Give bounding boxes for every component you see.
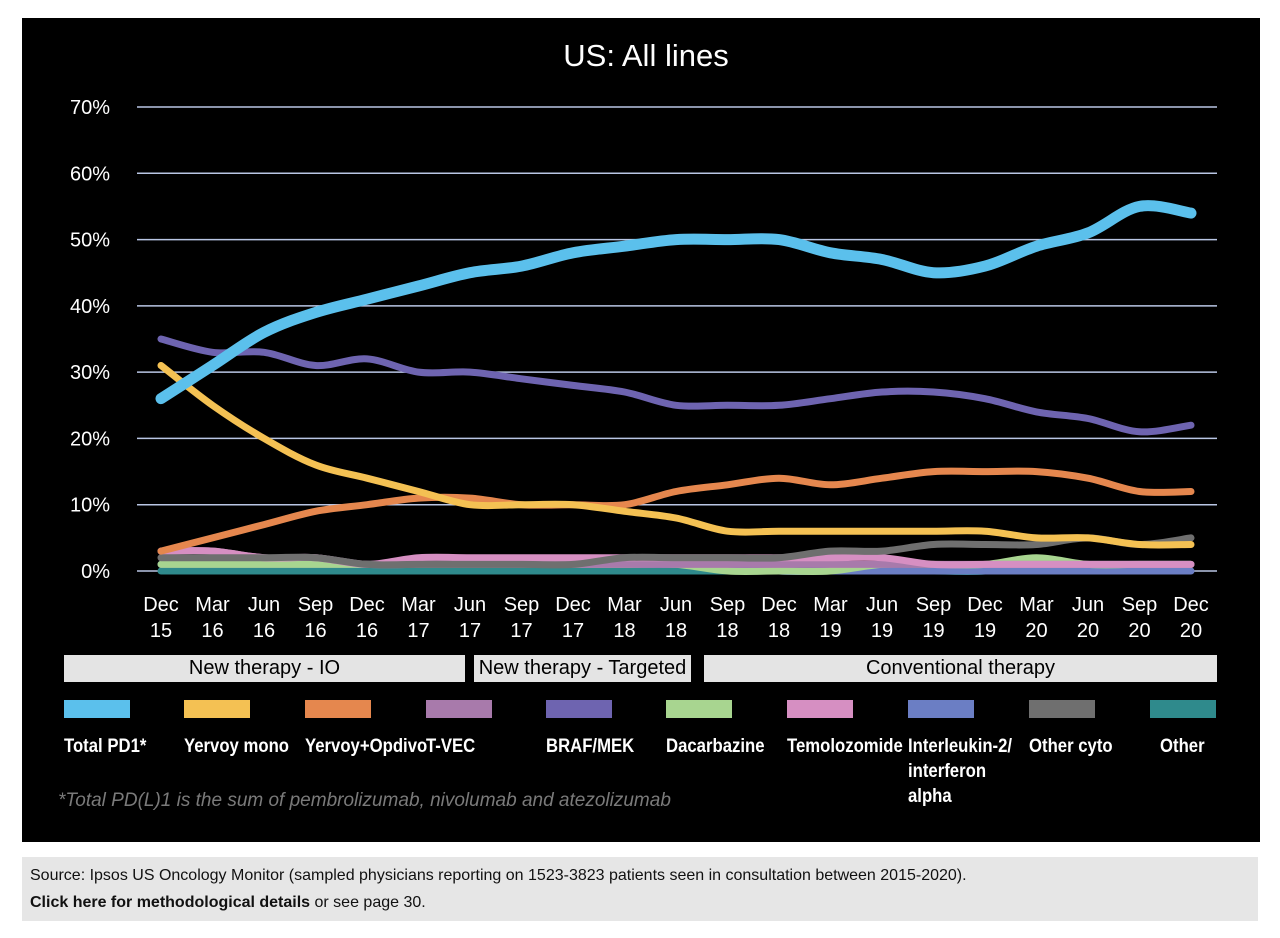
series-line-other-cyto [157,534,1195,569]
legend-label: Other [1160,736,1205,757]
x-axis-ticks: Dec 15 Mar 16 Jun 16 Sep 16 Dec 16 Mar 17 Jun 17 Sep 17… [143,594,1209,642]
x-tick-label: Jun 19 [866,594,898,642]
x-tick-label: Dec 19 [967,594,1003,642]
series-line-total-pd1 [155,200,1197,405]
x-tick-label: Dec 15 [143,594,179,642]
methodology-link[interactable]: Click here for methodological details [30,894,311,911]
x-tick-label: Dec 16 [349,594,385,642]
x-tick-label: Dec 17 [555,594,591,642]
band-conventional-therapy: Conventional therapy [704,655,1217,682]
series-lines [155,200,1197,575]
legend-swatch [184,700,250,718]
series-line-yervoy-mono [157,362,1195,549]
y-tick-label: 60% [70,163,110,185]
y-tick-label: 30% [70,362,110,384]
x-tick-label: Sep 20 [1122,594,1158,642]
footnote: *Total PD(L)1 is the sum of pembrolizuma… [58,790,671,811]
y-tick-label: 70% [70,97,110,119]
chart-panel: US: All lines 0% 10% 20% 30% 40% 50% 60% 70% De… [22,18,1260,842]
x-tick-label: Jun 17 [454,594,486,642]
legend-swatch [64,700,130,718]
legend-label: T-VEC [426,736,476,757]
x-tick-label: Mar 18 [607,594,642,642]
legend-label: Total PD1* [64,736,147,757]
legend-label: BRAF/MEK [546,736,635,757]
source-link-suffix: or see page 30. [310,894,426,911]
legend-label: Yervoy mono [184,736,290,757]
line-chart: US: All lines 0% 10% 20% 30% 40% 50% 60% 70% De… [70,38,1217,642]
x-tick-label: Sep 16 [298,594,334,642]
legend-swatch [666,700,732,718]
legend-label: Dacarbazine [666,736,765,757]
band-new-therapy-targeted: New therapy - Targeted [474,655,691,682]
legend-swatch [1150,700,1216,718]
x-tick-label: Sep 17 [504,594,540,642]
y-tick-label: 50% [70,230,110,252]
x-tick-label: Mar 20 [1019,594,1054,642]
legend-label: Temolozomide [787,736,903,757]
series-line-yervoy-opdivo [157,467,1195,555]
y-axis-ticks: 0% 10% 20% 30% 40% 50% 60% 70% [70,97,110,583]
x-tick-label: Sep 18 [710,594,746,642]
y-tick-label: 10% [70,495,110,517]
legend-label: Yervoy+Opdivo [305,736,428,757]
x-tick-label: Sep 19 [916,594,952,642]
legend-swatch [1029,700,1095,718]
y-tick-label: 20% [70,428,110,450]
x-tick-label: Jun 16 [248,594,280,642]
gridlines [137,106,1217,572]
legend-label: Other cyto [1029,736,1113,757]
x-tick-label: Mar 16 [195,594,230,642]
y-tick-label: 0% [81,561,110,583]
source-box: Source: Ipsos US Oncology Monitor (sampl… [22,857,1258,921]
x-tick-label: Dec 18 [761,594,797,642]
legend-label: Interleukin-2/ interferon alpha [908,736,1013,807]
legend-swatch [546,700,612,718]
chart-title: US: All lines [563,38,728,73]
band-new-therapy-io: New therapy - IO [64,655,465,682]
legend-swatch [305,700,371,718]
x-tick-label: Mar 19 [813,594,848,642]
x-tick-label: Mar 17 [401,594,436,642]
legend-swatch [908,700,974,718]
x-tick-label: Jun 20 [1072,594,1104,642]
series-line-braf-mek [157,335,1195,436]
y-tick-label: 40% [70,296,110,318]
x-tick-label: Dec 20 [1173,594,1209,642]
legend-swatch [787,700,853,718]
source-link-line: Click here for methodological details or… [30,894,426,912]
source-text: Source: Ipsos US Oncology Monitor (sampl… [30,867,967,884]
x-tick-label: Jun 18 [660,594,692,642]
legend-swatch [426,700,492,718]
